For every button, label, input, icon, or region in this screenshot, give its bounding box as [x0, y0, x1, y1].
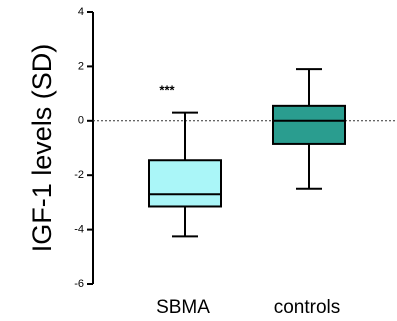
x-category-label-controls: controls [274, 297, 341, 318]
x-category-label-sbma: SBMA [156, 297, 210, 318]
box-controls [272, 104, 346, 145]
y-tick-label: 0 [78, 115, 84, 127]
y-tick-label: 2 [78, 60, 84, 72]
y-tick-label: -4 [74, 224, 84, 236]
y-tick-label: 4 [78, 6, 84, 18]
y-axis-label: IGF-1 levels (SD) [27, 44, 57, 253]
box-sbma [148, 159, 222, 208]
significance-annotation-sbma: *** [159, 83, 175, 98]
plot-area: 4 2 0 -2 -4 -6 *** SBMA controls [74, 6, 397, 318]
y-tick-label: -6 [74, 278, 84, 290]
y-tick-label: -2 [74, 169, 84, 181]
